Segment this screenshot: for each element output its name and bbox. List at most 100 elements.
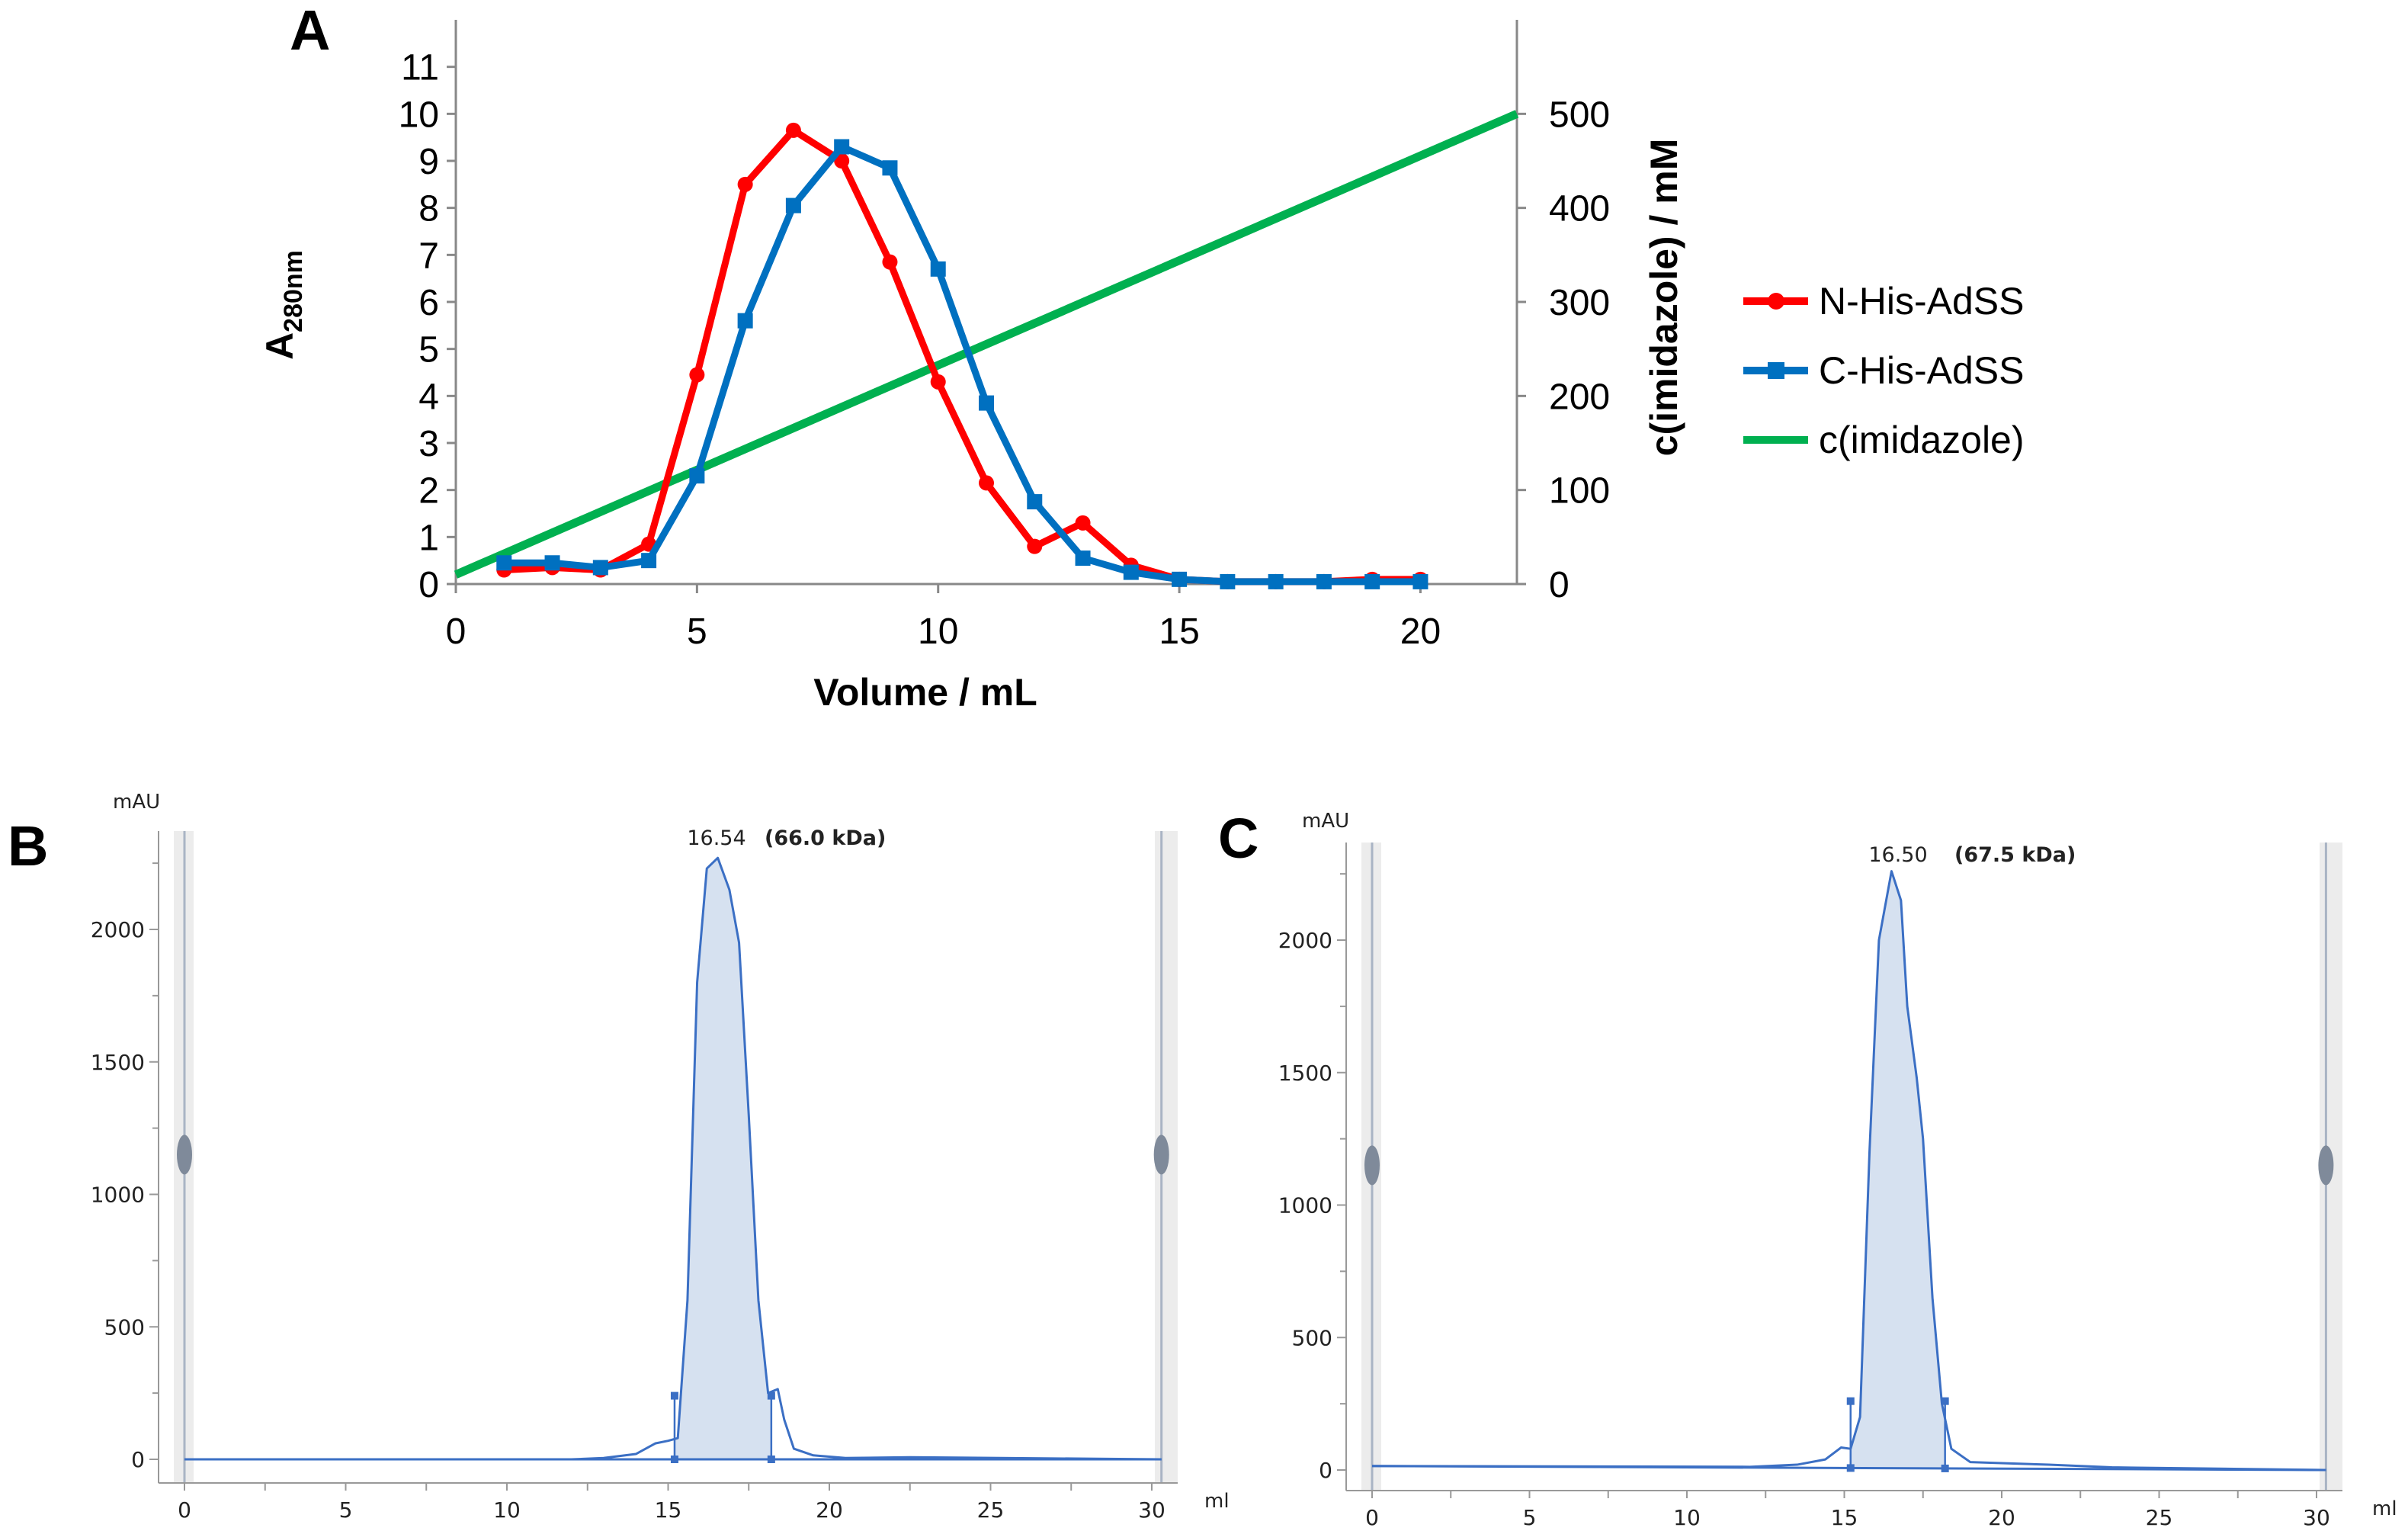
data-point: [689, 367, 705, 383]
panel-b-sec-chromatogram: 0 500 1000 1500 2000 0 5 10 15 20 25 30 mAU ml 16.54 (6…: [91, 791, 1230, 1523]
y-tick-label: 8: [418, 189, 439, 229]
x-axis-title: Volume / mL: [813, 671, 1037, 714]
x-tick-label: 0: [1365, 1505, 1379, 1530]
peak-retention-label: 16.54: [687, 826, 745, 850]
y-tick-label: 11: [401, 48, 439, 88]
y-tick-label: 0: [1319, 1458, 1332, 1483]
x-tick-label: 25: [977, 1497, 1005, 1523]
data-point: [1123, 564, 1139, 580]
data-point: [1027, 538, 1043, 554]
right-drag-handle: [1153, 1135, 1169, 1175]
data-point: [496, 555, 512, 571]
x-tick-label: 0: [446, 611, 467, 652]
fraction-boundary-marker: [1846, 1397, 1855, 1405]
data-point: [882, 254, 898, 270]
fraction-boundary-marker: [670, 1391, 678, 1400]
x-tick-label: 5: [339, 1497, 353, 1523]
y-axis-unit-label: mAU: [113, 791, 160, 814]
x-axis-unit-label: ml: [2372, 1497, 2397, 1520]
data-point: [1027, 494, 1043, 510]
data-point: [834, 139, 850, 155]
x-tick-label: 20: [1400, 611, 1441, 652]
data-point: [737, 176, 753, 192]
y-tick-label: 7: [418, 236, 439, 276]
data-point: [785, 122, 801, 138]
y2-tick-label: 300: [1549, 283, 1610, 323]
fraction-baseline-marker: [1846, 1464, 1855, 1472]
y-tick-label: 500: [1292, 1325, 1332, 1350]
panel-label-c: C: [1218, 807, 1259, 870]
data-point: [641, 553, 657, 569]
right-drag-handle: [2318, 1145, 2334, 1186]
x-tick-label: 0: [178, 1497, 191, 1523]
series-line-2: [454, 110, 1519, 579]
left-drag-handle: [1364, 1145, 1380, 1186]
fraction-boundary-marker: [767, 1391, 775, 1400]
y-tick-label: 1500: [91, 1050, 145, 1075]
data-point: [592, 560, 608, 576]
data-point: [689, 468, 705, 484]
peak-retention-label: 16.50: [1868, 843, 1927, 867]
data-point: [979, 395, 994, 411]
x-tick-label: 5: [1523, 1505, 1537, 1530]
x-tick-label: 5: [687, 611, 707, 652]
series-line-1: [504, 143, 1421, 586]
data-point: [930, 374, 946, 390]
y-tick-label: 2000: [1278, 928, 1332, 953]
y2-tick-label: 400: [1549, 189, 1610, 229]
y2-axis-title: c(imidazole) / mM: [1643, 139, 1685, 457]
peak-area-fill: [1850, 871, 1945, 1468]
fraction-boundary-marker: [1941, 1397, 1949, 1405]
chromatogram-trace: [1371, 870, 2326, 1472]
data-point: [834, 153, 850, 169]
chromatogram-trace: [184, 856, 1162, 1461]
y-tick-label: 6: [418, 283, 439, 323]
y-tick-label: 2: [418, 471, 439, 512]
y-tick-label: 3: [418, 424, 439, 464]
data-point: [1412, 573, 1428, 589]
x-tick-label: 20: [816, 1497, 843, 1523]
data-point: [544, 555, 560, 571]
data-point: [785, 197, 801, 213]
peak-mass-annotation: (66.0 kDa): [765, 826, 886, 850]
y-tick-label: 10: [399, 95, 439, 135]
y-tick-label: 4: [418, 377, 439, 417]
x-tick-label: 15: [655, 1497, 682, 1523]
y-tick-label: 1000: [1278, 1193, 1332, 1218]
data-point: [1220, 573, 1236, 589]
y-tick-label: 1500: [1278, 1061, 1332, 1086]
legend-label: c(imidazole): [1819, 419, 2025, 461]
legend-marker: [1768, 362, 1784, 379]
legend-marker: [1768, 293, 1784, 310]
y2-tick-label: 0: [1549, 565, 1570, 605]
y-axis-title-subscript: 280nm: [279, 250, 308, 332]
panel-label-b: B: [8, 814, 48, 878]
fraction-baseline-marker: [1941, 1464, 1949, 1472]
x-tick-label: 15: [1831, 1505, 1858, 1530]
peak-mass-annotation: (67.5 kDa): [1954, 843, 2076, 867]
x-tick-label: 20: [1988, 1505, 2015, 1530]
panel-c-sec-chromatogram: 0 500 1000 1500 2000 0 5 10 15 20 25 30 mAU ml 16.50 (6…: [1278, 810, 2397, 1530]
y-axis-unit-label: mAU: [1302, 810, 1349, 833]
x-axis-unit-label: ml: [1204, 1490, 1230, 1513]
data-point: [1364, 573, 1380, 589]
data-point: [737, 313, 753, 329]
peak-area-fill: [674, 858, 771, 1459]
x-tick-label: 10: [918, 611, 958, 652]
y-axis-title: A280nm: [258, 250, 308, 360]
y-tick-label: 1000: [91, 1183, 145, 1208]
y2-tick-label: 500: [1549, 95, 1610, 135]
data-point: [1172, 571, 1188, 587]
data-point: [930, 261, 946, 277]
data-point: [1075, 515, 1091, 531]
data-point: [882, 160, 898, 176]
fraction-baseline-marker: [670, 1456, 678, 1463]
data-point: [1075, 550, 1091, 567]
data-point: [1268, 573, 1284, 589]
y-axis-title-main: A: [258, 332, 301, 360]
y2-tick-label: 200: [1549, 377, 1610, 417]
y-tick-label: 500: [104, 1314, 145, 1340]
y2-tick-label: 100: [1549, 471, 1610, 512]
y-tick-label: 0: [418, 565, 439, 605]
